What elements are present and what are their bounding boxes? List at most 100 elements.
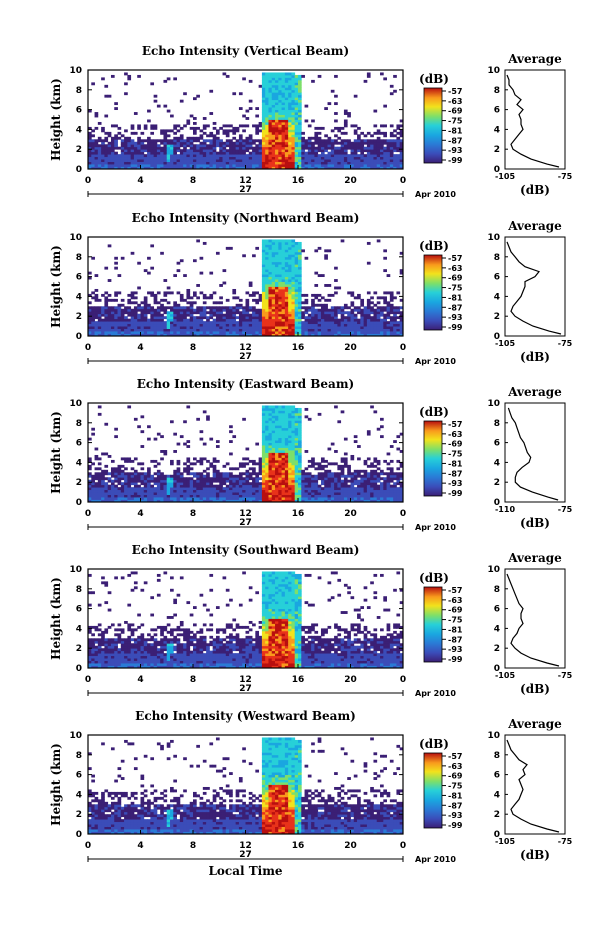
colorbar-tick-label: -99: [448, 323, 463, 332]
heatmap-cell: [284, 87, 289, 91]
heatmap-cell: [271, 447, 276, 451]
heatmap-cell: [255, 333, 260, 337]
heatmap-cell: [261, 462, 266, 466]
heatmap-cell: [193, 326, 197, 329]
heatmap-cell: [261, 146, 266, 150]
heatmap-cell: [265, 425, 269, 429]
heatmap-cell: [97, 499, 102, 503]
heatmap-cell: [156, 321, 161, 325]
heatmap-cell: [91, 154, 95, 158]
heatmap-cell: [137, 316, 141, 320]
heatmap-cell: [353, 306, 358, 310]
heatmap-cell: [140, 146, 145, 150]
heatmap-cell: [373, 159, 378, 162]
heatmap-cell: [242, 318, 246, 322]
heatmap-cell: [140, 467, 145, 471]
heatmap-cell: [275, 318, 279, 322]
heatmap-cell: [396, 164, 401, 167]
heatmap-cell: [330, 154, 335, 158]
heatmap-cell: [219, 321, 223, 325]
heatmap-cell: [265, 154, 269, 158]
heatmap-cell: [137, 124, 141, 128]
heatmap-cell: [268, 77, 273, 81]
heatmap-cell: [183, 159, 187, 162]
heatmap-cell: [271, 117, 276, 120]
heatmap-cell: [189, 477, 194, 481]
heatmap-cell: [127, 333, 132, 337]
heatmap-cell: [101, 149, 105, 153]
heatmap-cell: [380, 166, 384, 170]
heatmap-cell: [101, 144, 105, 148]
heatmap-cell: [281, 445, 286, 448]
heatmap-cell: [281, 417, 286, 421]
heatmap-cell: [314, 499, 319, 503]
heatmap-cell: [222, 151, 227, 155]
heatmap-cell: [370, 139, 374, 143]
heatmap-cell: [91, 333, 95, 337]
heatmap-cell: [288, 161, 292, 165]
heatmap-cell: [307, 482, 312, 486]
heatmap-cell: [130, 472, 135, 476]
heatmap-cell: [373, 164, 378, 167]
heatmap-cell: [219, 161, 223, 165]
heatmap-cell: [288, 112, 292, 115]
heatmap-cell: [166, 321, 171, 325]
heatmap-cell: [380, 146, 384, 150]
heatmap-cell: [189, 156, 194, 160]
heatmap-cell: [252, 494, 256, 498]
heatmap-cell: [340, 459, 345, 463]
heatmap-cell: [291, 407, 296, 411]
heatmap-cell: [235, 126, 240, 130]
heatmap-cell: [291, 94, 296, 98]
heatmap-cell: [173, 303, 177, 307]
heatmap-cell: [163, 333, 168, 337]
heatmap-cell: [225, 479, 230, 483]
heatmap-cell: [130, 474, 135, 478]
heatmap-cell: [127, 164, 132, 167]
heatmap-cell: [186, 333, 191, 337]
heatmap-cell: [291, 104, 296, 108]
heatmap-cell: [147, 156, 151, 160]
heatmap-cell: [314, 308, 319, 312]
heatmap-cell: [107, 151, 112, 155]
heatmap-cell: [265, 472, 269, 476]
heatmap-cell: [275, 298, 279, 302]
heatmap-cell: [327, 497, 332, 500]
heatmap-cell: [199, 323, 204, 327]
heatmap-cell: [291, 321, 296, 325]
heatmap-cell: [314, 311, 319, 315]
heatmap-cell: [163, 479, 168, 483]
heatmap-cell: [298, 450, 302, 453]
heatmap-cell: [147, 291, 151, 295]
heatmap-cell: [179, 151, 184, 155]
heatmap-cell: [317, 298, 322, 302]
heatmap-cell: [278, 94, 282, 98]
heatmap-cell: [261, 303, 266, 307]
heatmap-cell: [186, 121, 191, 125]
heatmap-cell: [232, 288, 237, 292]
heatmap-cell: [120, 144, 125, 148]
heatmap-cell: [114, 161, 118, 165]
heatmap-cell: [147, 497, 151, 500]
heatmap-cell: [281, 313, 286, 317]
heatmap-cell: [189, 296, 194, 300]
heatmap-cell: [150, 328, 155, 332]
heatmap-cell: [284, 472, 289, 476]
heatmap-cell: [120, 321, 125, 325]
heatmap-cell: [291, 254, 296, 258]
heatmap-cell: [212, 149, 217, 153]
heatmap-cell: [153, 149, 158, 153]
heatmap-cell: [215, 494, 220, 498]
heatmap-cell: [298, 241, 302, 245]
heatmap-cell: [275, 136, 279, 140]
heatmap-cell: [281, 306, 286, 310]
heatmap-cell: [265, 308, 269, 312]
heatmap-cell: [209, 492, 214, 495]
heatmap-cell: [347, 164, 351, 167]
heatmap-cell: [124, 499, 128, 503]
heatmap-cell: [196, 487, 200, 491]
heatmap-cell: [147, 141, 151, 145]
heatmap-cell: [229, 474, 233, 478]
heatmap-cell: [124, 323, 128, 327]
heatmap-cell: [215, 139, 220, 143]
